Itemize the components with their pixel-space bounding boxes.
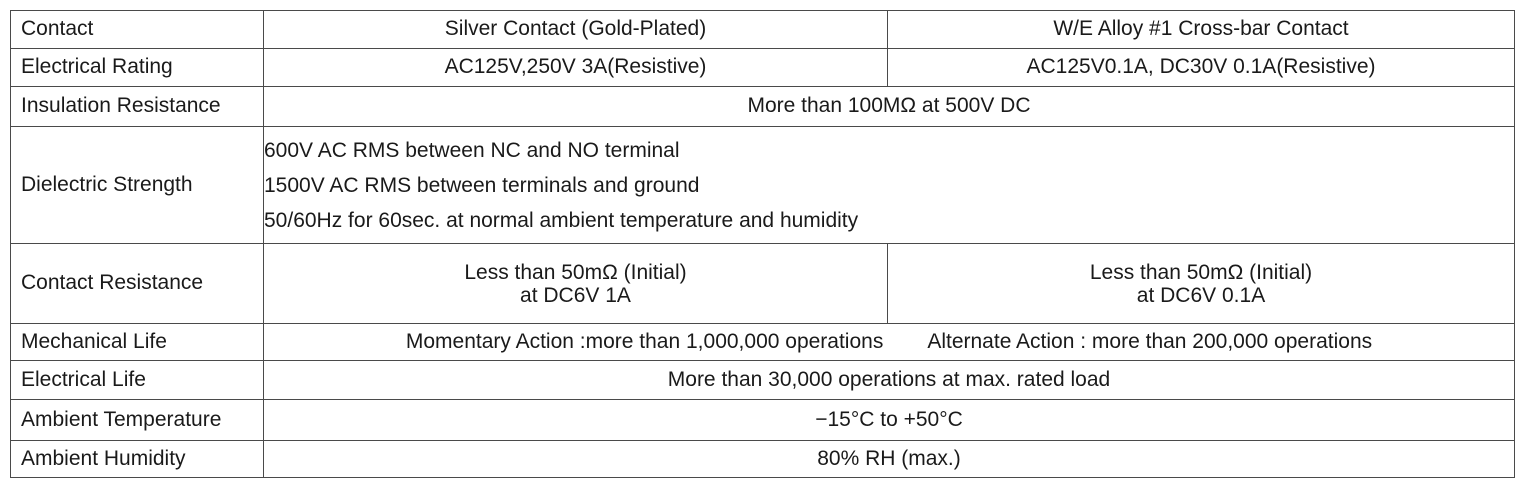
- header-we-alloy-contact: W/E Alloy #1 Cross-bar Contact: [887, 10, 1515, 49]
- row-electrical-rating: Electrical Rating AC125V,250V 3A(Resisti…: [10, 48, 1515, 87]
- row-contact-resistance: Contact Resistance Less than 50mΩ (Initi…: [10, 243, 1515, 324]
- dielectric-line-3: 50/60Hz for 60sec. at normal ambient tem…: [264, 208, 859, 232]
- row-dielectric-strength: Dielectric Strength 600V AC RMS between …: [10, 126, 1515, 244]
- row-ambient-humidity: Ambient Humidity 80% RH (max.): [10, 440, 1515, 478]
- row-label-insulation-resistance: Insulation Resistance: [10, 86, 264, 127]
- contact-resistance-we-alloy-line-2: at DC6V 0.1A: [1136, 284, 1266, 308]
- contact-resistance-we-alloy-line-1: Less than 50mΩ (Initial): [1089, 260, 1313, 284]
- contact-resistance-silver-line-1: Less than 50mΩ (Initial): [464, 260, 687, 284]
- electrical-life-value: More than 30,000 operations at max. rate…: [263, 360, 1515, 400]
- row-label-contact-resistance: Contact Resistance: [10, 243, 264, 324]
- row-label-ambient-temperature: Ambient Temperature: [10, 399, 264, 441]
- contact-resistance-silver: Less than 50mΩ (Initial) at DC6V 1A: [263, 243, 888, 324]
- row-label-dielectric-strength: Dielectric Strength: [10, 126, 264, 244]
- row-label-ambient-humidity: Ambient Humidity: [10, 440, 264, 478]
- row-insulation-resistance: Insulation Resistance More than 100MΩ at…: [10, 86, 1515, 127]
- mechanical-life-value: Momentary Action :more than 1,000,000 op…: [263, 323, 1515, 361]
- row-label-contact: Contact: [10, 10, 264, 49]
- row-contact: Contact Silver Contact (Gold-Plated) W/E…: [10, 10, 1515, 49]
- ambient-temperature-value: −15°C to +50°C: [263, 399, 1515, 441]
- mechanical-life-momentary: Momentary Action :more than 1,000,000 op…: [405, 329, 884, 353]
- contact-resistance-we-alloy: Less than 50mΩ (Initial) at DC6V 0.1A: [887, 243, 1515, 324]
- specifications-table: Contact Silver Contact (Gold-Plated) W/E…: [10, 10, 1515, 478]
- insulation-resistance-value: More than 100MΩ at 500V DC: [263, 86, 1515, 127]
- ambient-humidity-value: 80% RH (max.): [263, 440, 1515, 478]
- contact-resistance-silver-line-2: at DC6V 1A: [520, 284, 631, 308]
- row-label-mechanical-life: Mechanical Life: [10, 323, 264, 361]
- dielectric-strength-value: 600V AC RMS between NC and NO terminal 1…: [263, 126, 1515, 244]
- mechanical-life-alternate: Alternate Action : more than 200,000 ope…: [927, 329, 1373, 353]
- row-electrical-life: Electrical Life More than 30,000 operati…: [10, 360, 1515, 400]
- dielectric-line-2: 1500V AC RMS between terminals and groun…: [264, 173, 700, 197]
- dielectric-line-1: 600V AC RMS between NC and NO terminal: [264, 138, 680, 162]
- electrical-rating-we-alloy: AC125V0.1A, DC30V 0.1A(Resistive): [887, 48, 1515, 87]
- row-mechanical-life: Mechanical Life Momentary Action :more t…: [10, 323, 1515, 361]
- header-silver-contact: Silver Contact (Gold-Plated): [263, 10, 888, 49]
- row-ambient-temperature: Ambient Temperature −15°C to +50°C: [10, 399, 1515, 441]
- electrical-rating-silver: AC125V,250V 3A(Resistive): [263, 48, 888, 87]
- row-label-electrical-rating: Electrical Rating: [10, 48, 264, 87]
- row-label-electrical-life: Electrical Life: [10, 360, 264, 400]
